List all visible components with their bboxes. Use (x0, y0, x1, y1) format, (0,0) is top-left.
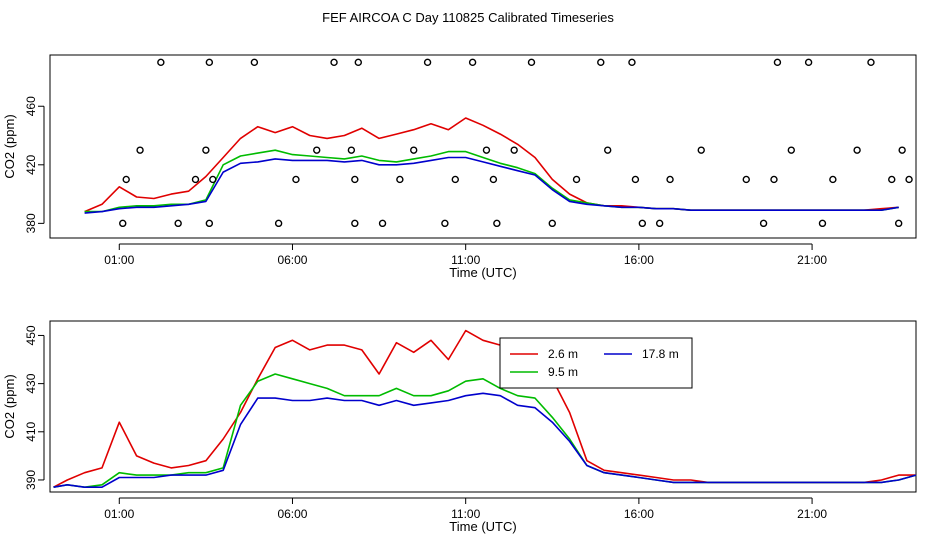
y-tick-label: 380 (24, 213, 38, 233)
x-tick-label: 16:00 (624, 253, 654, 267)
marker-point (773, 58, 782, 67)
marker-point (205, 58, 214, 67)
x-tick-label: 06:00 (277, 253, 307, 267)
marker-point (468, 58, 477, 67)
marker-point (510, 146, 518, 154)
marker-point (347, 146, 356, 154)
x-tick-label: 11:00 (451, 253, 480, 267)
marker-point (482, 146, 491, 154)
y-axis-label: CO2 (ppm) (2, 374, 17, 438)
plot-frame (49, 320, 917, 493)
marker-point (354, 58, 362, 67)
marker-point (853, 146, 861, 154)
marker-point (527, 58, 536, 67)
marker-point (631, 175, 640, 184)
x-tick-label: 06:00 (277, 507, 307, 521)
y-tick-label: 410 (24, 421, 38, 441)
marker-point (330, 58, 338, 67)
marker-point (548, 219, 556, 228)
x-tick-label: 01:00 (104, 253, 134, 267)
marker-point (451, 175, 459, 184)
x-tick-label: 16:00 (624, 507, 654, 521)
marker-point (787, 146, 795, 154)
top-panel: 01:00 06:00 11:00 16:00 21:00 Time (UTC) 380 42… (2, 54, 917, 280)
bottom-panel: 01:00 06:00 11:00 16:00 21:00 Time (UTC) 390 41… (2, 320, 917, 534)
marker-point (274, 219, 283, 228)
y-tick-label: 430 (24, 373, 38, 393)
marker-point (597, 58, 605, 67)
x-tick-label: 21:00 (797, 253, 827, 267)
legend-label: 2.6 m (548, 347, 578, 361)
marker-point (205, 219, 214, 228)
marker-point (655, 219, 664, 228)
marker-point (666, 175, 674, 184)
marker-point (628, 58, 636, 67)
series-line-9-5-m (53, 373, 917, 489)
marker-point (136, 146, 144, 154)
marker-point (441, 219, 449, 228)
marker-point (638, 219, 647, 228)
x-tick-label: 01:00 (104, 507, 134, 521)
marker-point (410, 146, 418, 154)
y-tick-label: 420 (24, 154, 38, 174)
marker-point (829, 175, 837, 184)
marker-point (888, 175, 896, 184)
x-axis-label: Time (UTC) (449, 265, 516, 280)
x-tick-label: 21:00 (797, 507, 827, 521)
y-axis-label: CO2 (ppm) (2, 114, 17, 178)
series-line-2-6-m (53, 329, 916, 488)
marker-point (742, 175, 750, 184)
marker-point (396, 175, 404, 184)
y-tick-label: 390 (24, 470, 38, 490)
marker-point (604, 146, 612, 154)
chart-title: FEF AIRCOA C Day 110825 Calibrated Times… (322, 10, 614, 25)
series-line-17-8-m (53, 392, 917, 489)
marker-point (423, 58, 432, 67)
marker-point (209, 175, 217, 184)
marker-point (898, 146, 906, 154)
marker-point (202, 146, 210, 154)
marker-point (905, 175, 913, 184)
marker-point (697, 146, 705, 154)
marker-point (119, 219, 127, 228)
x-tick-label: 11:00 (451, 507, 480, 521)
marker-point (759, 219, 768, 228)
marker-point (378, 219, 387, 228)
marker-point (489, 175, 498, 184)
x-axis-label: Time (UTC) (449, 519, 516, 534)
marker-point (157, 58, 165, 67)
marker-point (174, 219, 182, 228)
legend-box (499, 337, 693, 389)
marker-point (313, 146, 321, 154)
marker-point (770, 175, 778, 184)
marker-point (894, 219, 903, 228)
plot-frame (49, 54, 917, 239)
legend-label: 17.8 m (642, 347, 679, 361)
marker-point (292, 175, 300, 184)
legend-label: 9.5 m (548, 365, 578, 379)
marker-point (867, 58, 875, 67)
marker-point (818, 219, 827, 228)
y-tick-label: 450 (24, 325, 38, 345)
y-tick-label: 460 (24, 96, 38, 116)
marker-point (351, 175, 359, 184)
series-line-17-8-m (84, 156, 899, 214)
marker-point (122, 175, 130, 184)
marker-point (351, 219, 359, 228)
marker-point (572, 175, 581, 184)
marker-point (493, 219, 501, 228)
marker-point (250, 58, 259, 67)
marker-point (191, 175, 200, 184)
marker-point (804, 58, 813, 67)
